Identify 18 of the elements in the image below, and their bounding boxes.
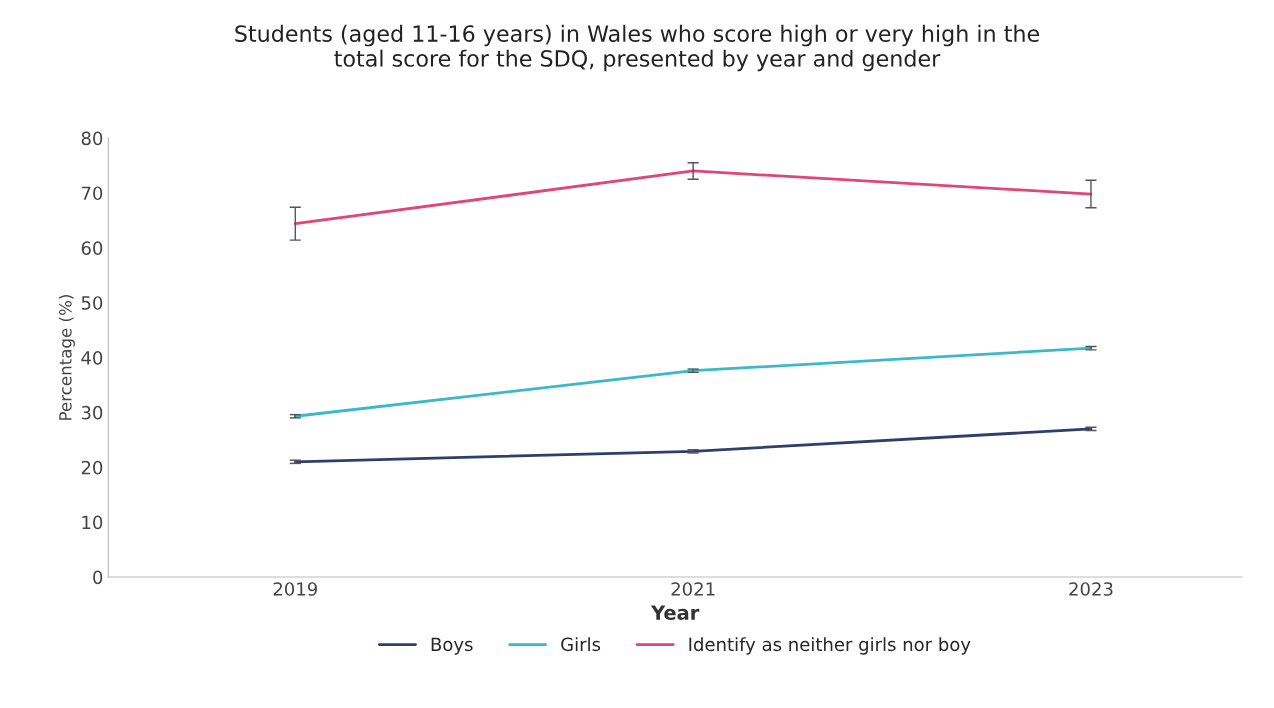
y-tick-label: 30 [81,405,103,420]
legend-label: Identify as neither girls nor boy [689,637,971,655]
y-tick-label: 0 [93,570,103,585]
y-tick-label: 40 [81,351,103,365]
y-tick-label: 50 [81,296,103,310]
x-tick-label: 2021 [671,582,715,596]
y-tick-label: 70 [81,186,103,201]
legend-label: Boys [431,637,473,655]
y-tick-label: 20 [81,460,103,475]
x-axis-title: Year [650,605,700,620]
x-tick-label: 2019 [273,582,317,596]
chart-title: Students (aged 11-16 years) in Wales who score high or very high in the total score for the SDQ, presented by year and gender [235,24,1039,72]
y-tick-label: 10 [82,515,103,530]
y-tick-label: 80 [81,131,103,146]
y-axis-title: Percentage (%) [58,295,75,420]
y-tick-label: 60 [81,241,103,255]
legend-label: Girls [561,637,601,652]
x-tick-label: 2023 [1069,582,1113,596]
